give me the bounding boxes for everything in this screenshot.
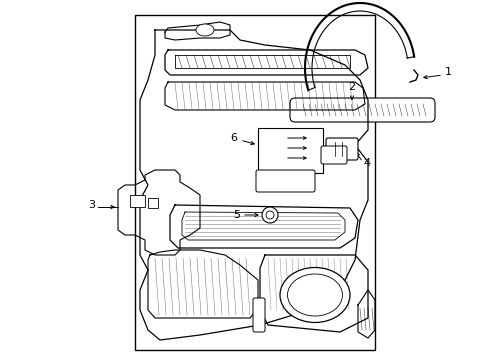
Text: 6: 6 [229, 133, 237, 143]
FancyBboxPatch shape [325, 138, 357, 160]
Ellipse shape [280, 267, 349, 323]
Ellipse shape [196, 24, 214, 36]
FancyBboxPatch shape [320, 146, 346, 164]
Text: 3: 3 [88, 200, 95, 210]
Circle shape [265, 211, 273, 219]
Text: 5: 5 [232, 210, 240, 220]
Bar [135, 15, 374, 350]
FancyBboxPatch shape [252, 298, 264, 332]
Bar [130, 195, 145, 207]
FancyBboxPatch shape [256, 170, 314, 192]
Text: 2: 2 [348, 82, 355, 92]
Text: 1: 1 [444, 67, 451, 77]
Ellipse shape [287, 274, 342, 316]
Bar [148, 198, 158, 208]
Circle shape [262, 207, 278, 223]
Bar [258, 128, 323, 173]
FancyBboxPatch shape [289, 98, 434, 122]
Text: 4: 4 [362, 158, 369, 168]
